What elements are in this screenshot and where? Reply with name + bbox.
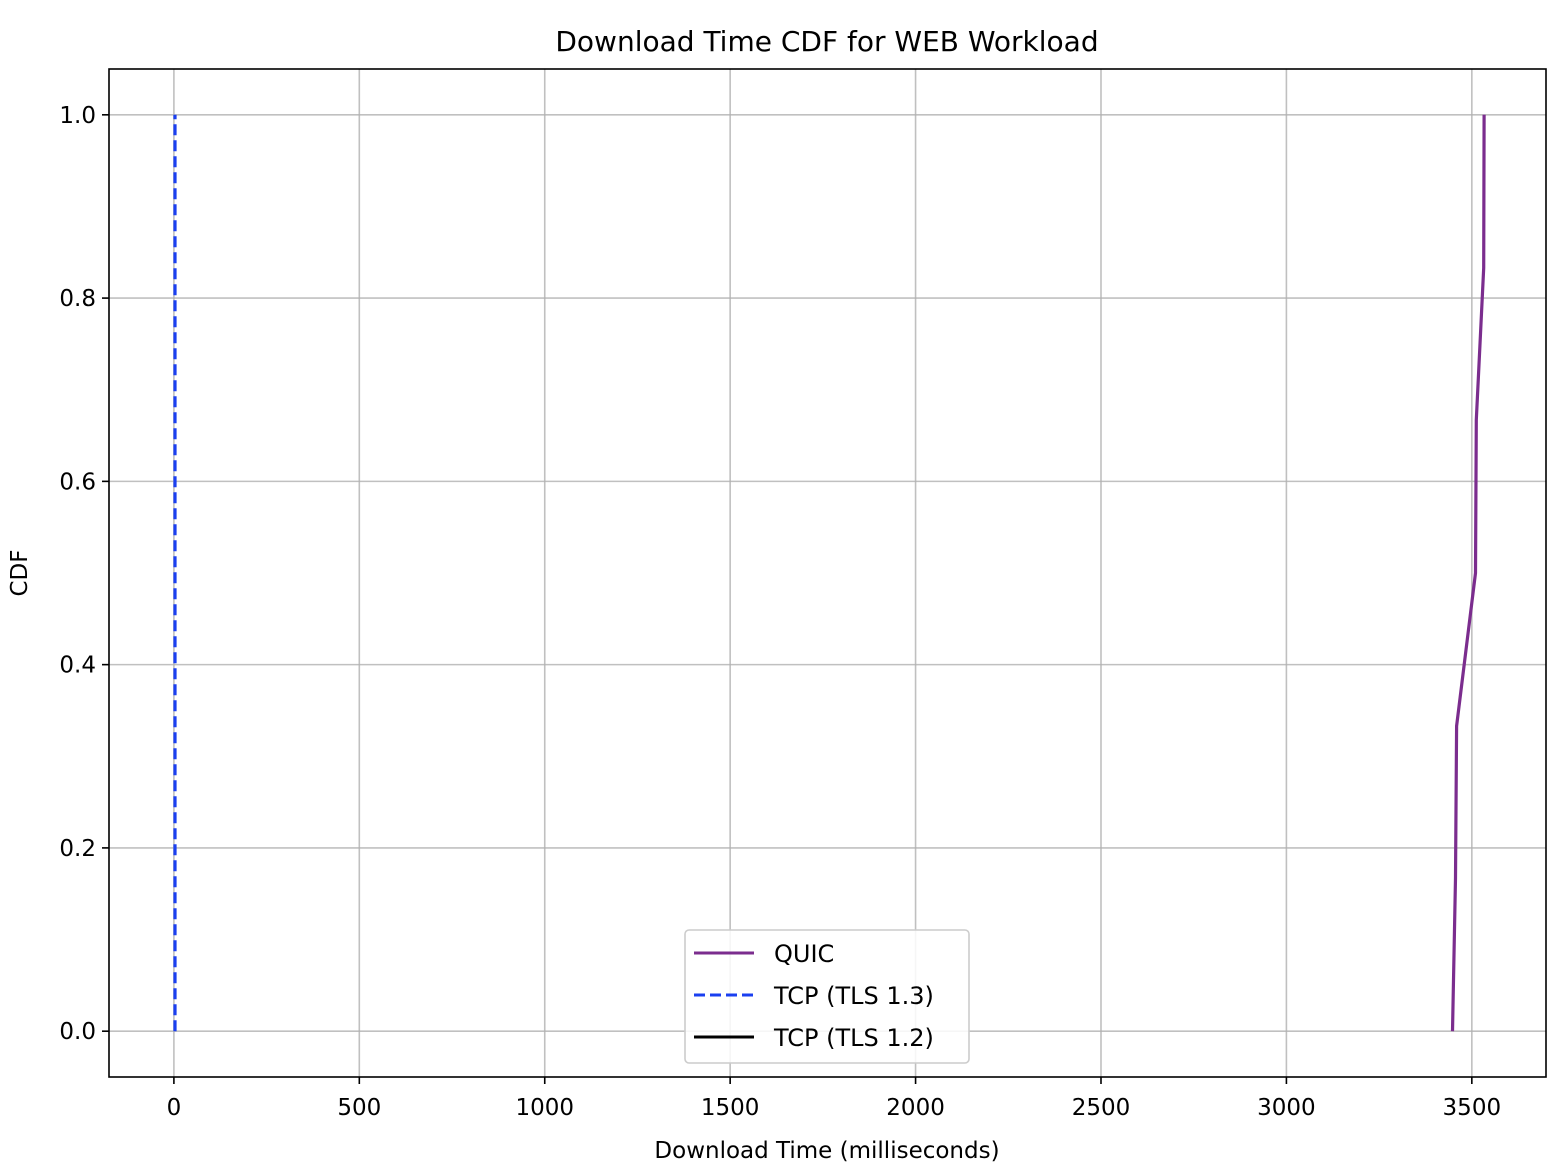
legend-label-tcp-tls13: TCP (TLS 1.3) [773, 982, 934, 1010]
series-line-quic [1450, 114, 1486, 1032]
legend-box [684, 929, 970, 1064]
x-tick-label: 3500 [1443, 1095, 1502, 1121]
x-axis-label: Download Time (milliseconds) [654, 1138, 999, 1164]
x-tick-label: 500 [337, 1095, 381, 1121]
y-tick-label: 0.8 [59, 286, 96, 312]
grid [109, 69, 1546, 1077]
x-tick-label: 3000 [1257, 1095, 1316, 1121]
series-layer [173, 114, 1486, 1032]
x-tick-label: 1000 [515, 1095, 574, 1121]
y-tick-label: 0.4 [59, 653, 96, 679]
x-tick-label: 1500 [701, 1095, 760, 1121]
y-tick-label: 0.2 [59, 836, 96, 862]
legend: QUIC TCP (TLS 1.3) TCP (TLS 1.2) [684, 929, 970, 1064]
x-axis: 0 500 1000 1500 2000 2500 3000 3500 [167, 1077, 1502, 1121]
y-tick-label: 0.6 [59, 469, 96, 495]
y-axis: 0.0 0.2 0.4 0.6 0.8 1.0 [59, 103, 109, 1045]
y-tick-label: 1.0 [59, 103, 96, 129]
x-tick-label: 2000 [886, 1095, 945, 1121]
x-tick-label: 2500 [1072, 1095, 1131, 1121]
y-tick-label: 0.0 [59, 1019, 96, 1045]
plot-frame [108, 68, 1547, 1078]
chart-title: Download Time CDF for WEB Workload [555, 25, 1098, 58]
y-axis-label: CDF [7, 550, 33, 597]
legend-label-quic: QUIC [774, 940, 834, 968]
legend-label-tcp-tls12: TCP (TLS 1.2) [773, 1024, 934, 1052]
x-tick-label: 0 [167, 1095, 182, 1121]
